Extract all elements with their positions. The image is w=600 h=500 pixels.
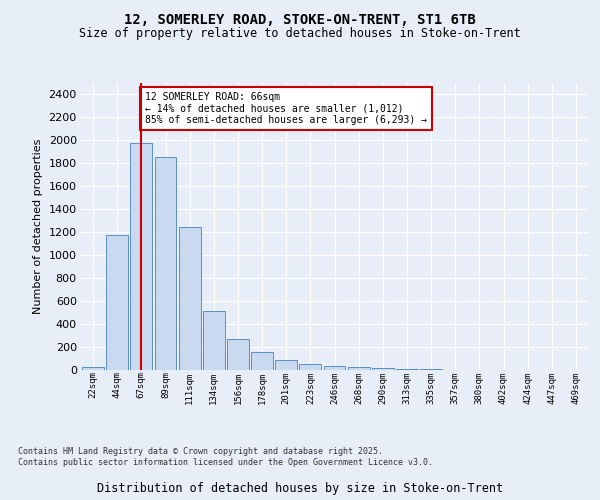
- Y-axis label: Number of detached properties: Number of detached properties: [33, 138, 43, 314]
- Text: 12, SOMERLEY ROAD, STOKE-ON-TRENT, ST1 6TB: 12, SOMERLEY ROAD, STOKE-ON-TRENT, ST1 6…: [124, 12, 476, 26]
- Bar: [372, 368, 394, 370]
- Bar: [227, 339, 249, 370]
- Bar: [82, 367, 104, 370]
- Bar: [179, 227, 200, 370]
- Text: Contains HM Land Registry data © Crown copyright and database right 2025.
Contai: Contains HM Land Registry data © Crown c…: [18, 448, 433, 467]
- Bar: [130, 143, 152, 370]
- Bar: [348, 366, 370, 370]
- Text: Size of property relative to detached houses in Stoke-on-Trent: Size of property relative to detached ho…: [79, 28, 521, 40]
- Bar: [203, 312, 224, 370]
- Bar: [155, 157, 176, 370]
- Text: Distribution of detached houses by size in Stoke-on-Trent: Distribution of detached houses by size …: [97, 482, 503, 495]
- Bar: [323, 366, 346, 370]
- Bar: [299, 364, 321, 370]
- Bar: [106, 235, 128, 370]
- Text: 12 SOMERLEY ROAD: 66sqm
← 14% of detached houses are smaller (1,012)
85% of semi: 12 SOMERLEY ROAD: 66sqm ← 14% of detache…: [145, 92, 427, 125]
- Bar: [396, 369, 418, 370]
- Bar: [251, 352, 273, 370]
- Bar: [275, 360, 297, 370]
